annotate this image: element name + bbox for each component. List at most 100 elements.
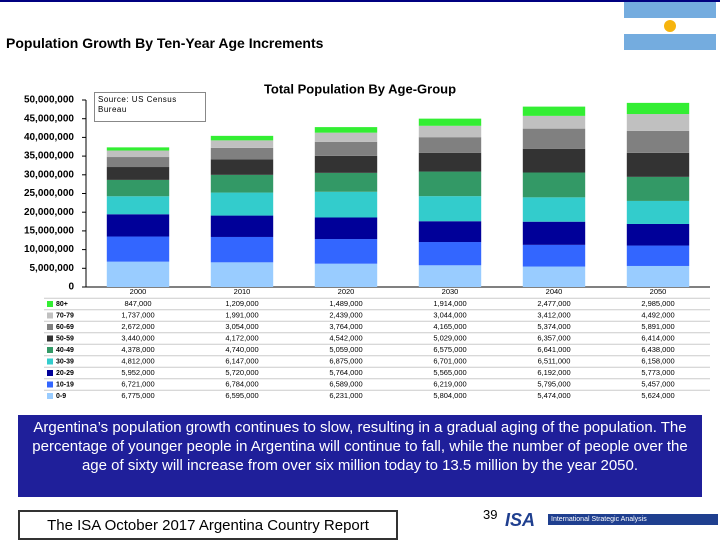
table-value: 6,231,000 — [329, 391, 362, 400]
y-tick-label: 40,000,000 — [24, 132, 74, 143]
table-value: 5,891,000 — [641, 322, 674, 331]
table-value: 6,192,000 — [537, 368, 570, 377]
bar-segment — [626, 200, 690, 224]
logo-name: International Strategic Analysis — [548, 514, 718, 525]
legend-label: 30-39 — [56, 358, 74, 365]
bar-segment — [522, 266, 586, 287]
legend-label: 80+ — [56, 301, 68, 308]
y-tick-label: 15,000,000 — [24, 226, 74, 237]
legend-swatch — [47, 312, 53, 319]
table-value: 6,511,000 — [538, 356, 571, 365]
table-value: 6,875,000 — [329, 356, 362, 365]
legend-swatch — [47, 393, 53, 399]
y-tick-label: 20,000,000 — [24, 207, 74, 218]
table-value: 1,209,000 — [225, 299, 258, 308]
legend-swatch — [47, 335, 53, 342]
bar-segment — [106, 214, 170, 237]
bar-segment — [522, 106, 586, 116]
table-value: 6,701,000 — [433, 356, 466, 365]
table-value: 6,589,000 — [329, 379, 362, 388]
legend-label: 0-9 — [56, 393, 66, 400]
bar-segment — [106, 196, 170, 215]
legend-label: 20-29 — [56, 370, 74, 377]
y-tick-label: 50,000,000 — [24, 95, 74, 106]
table-value: 5,773,000 — [641, 368, 674, 377]
y-tick-label: 45,000,000 — [24, 113, 74, 124]
table-value: 4,740,000 — [225, 345, 258, 354]
bar-segment — [418, 221, 482, 243]
flag — [624, 2, 716, 50]
bar-segment — [314, 141, 378, 156]
bar-segment — [522, 197, 586, 222]
bar-segment — [418, 171, 482, 197]
legend-label: 70-79 — [56, 312, 74, 319]
x-tick-label: 2020 — [338, 287, 355, 296]
table-value: 4,542,000 — [329, 333, 362, 342]
bar-segment — [314, 217, 378, 240]
bar-segment — [106, 179, 170, 197]
bar-segment — [626, 114, 690, 131]
y-tick-label: 0 — [68, 282, 74, 293]
bar-segment — [626, 152, 690, 177]
bar-segment — [522, 221, 586, 245]
table-value: 1,914,000 — [433, 299, 466, 308]
bar-segment — [314, 132, 378, 142]
bar-segment — [314, 239, 378, 264]
table-value: 5,457,000 — [641, 379, 674, 388]
x-tick-label: 2000 — [130, 287, 147, 296]
legend-swatch — [47, 381, 53, 388]
bar-segment — [418, 137, 482, 153]
bar-segment — [626, 130, 690, 153]
bar-segment — [106, 261, 170, 287]
bar-segment — [418, 242, 482, 266]
table-value: 6,595,000 — [225, 391, 258, 400]
table-value: 5,474,000 — [537, 391, 570, 400]
y-tick-label: 5,000,000 — [30, 263, 75, 274]
table-value: 5,720,000 — [225, 368, 258, 377]
legend-swatch — [47, 358, 53, 365]
table-value: 5,029,000 — [433, 333, 466, 342]
bar-segment — [522, 148, 586, 173]
table-value: 4,172,000 — [225, 333, 258, 342]
bar-segment — [106, 167, 170, 180]
table-value: 5,804,000 — [433, 391, 466, 400]
bar-segment — [626, 176, 690, 201]
bar-segment — [418, 118, 482, 126]
table-value: 5,565,000 — [433, 368, 466, 377]
table-value: 6,775,000 — [121, 391, 154, 400]
page-number: 39 — [483, 507, 498, 522]
bar-segment — [626, 102, 690, 115]
table-value: 4,165,000 — [433, 322, 466, 331]
table-value: 6,158,000 — [641, 356, 674, 365]
table-value: 5,374,000 — [537, 322, 570, 331]
table-value: 847,000 — [124, 299, 151, 308]
table-value: 6,641,000 — [537, 345, 570, 354]
slide-title: Population Growth By Ten-Year Age Increm… — [6, 35, 324, 51]
y-tick-label: 30,000,000 — [24, 169, 74, 180]
bar-segment — [522, 244, 586, 267]
legend-swatch — [47, 301, 53, 307]
x-tick-label: 2010 — [234, 287, 251, 296]
legend-swatch — [47, 324, 53, 330]
legend-swatch — [47, 347, 53, 353]
table-value: 1,991,000 — [225, 310, 258, 319]
bar-segment — [418, 196, 482, 222]
bar-segment — [522, 172, 586, 198]
logo-mark: ISA — [505, 510, 536, 530]
legend-label: 60-69 — [56, 324, 74, 331]
table-value: 5,764,000 — [329, 368, 362, 377]
table-value: 2,439,000 — [329, 310, 362, 319]
chart: Total Population By Age-Group 0 5,000,000… — [24, 81, 710, 400]
table-value: 3,440,000 — [121, 333, 154, 342]
bar-segment — [106, 236, 170, 262]
table-value: 4,812,000 — [121, 356, 154, 365]
footer-report: The ISA October 2017 Argentina Country R… — [18, 510, 398, 540]
table-value: 6,721,000 — [121, 379, 154, 388]
table-value: 5,624,000 — [641, 391, 674, 400]
bar-segment — [210, 140, 274, 148]
legend-label: 50-59 — [56, 335, 74, 342]
table-value: 3,054,000 — [225, 322, 258, 331]
bar-segment — [210, 147, 274, 160]
bar-segment — [210, 192, 274, 216]
table-value: 4,378,000 — [121, 345, 154, 354]
